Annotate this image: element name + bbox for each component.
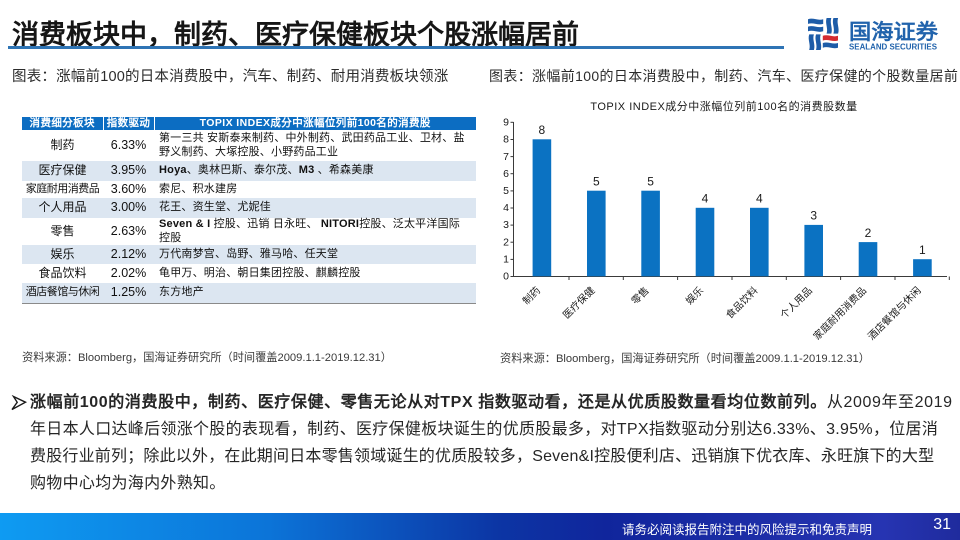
svg-text:酒店餐馆与休闲: 酒店餐馆与休闲: [865, 284, 924, 343]
svg-text:SEALAND SECURITIES: SEALAND SECURITIES: [849, 42, 937, 52]
svg-text:TOPIX INDEX成分中涨幅位列前100名的消费股数量: TOPIX INDEX成分中涨幅位列前100名的消费股数量: [590, 99, 857, 113]
svg-text:国海证券: 国海证券: [849, 20, 939, 44]
svg-text:5: 5: [503, 185, 509, 197]
svg-text:食品饮料: 食品饮料: [723, 284, 760, 321]
svg-text:8: 8: [539, 123, 546, 137]
svg-text:9: 9: [503, 117, 509, 129]
svg-text:2: 2: [865, 226, 872, 240]
svg-text:2: 2: [503, 236, 509, 248]
svg-text:娱乐: 娱乐: [683, 284, 706, 307]
svg-text:4: 4: [756, 192, 763, 206]
svg-text:6: 6: [503, 168, 509, 180]
svg-text:4: 4: [702, 192, 709, 206]
svg-text:零售: 零售: [628, 284, 651, 307]
svg-text:1: 1: [919, 243, 926, 257]
svg-text:家庭耐用消费品: 家庭耐用消费品: [810, 284, 869, 343]
svg-text:医疗保健: 医疗保健: [560, 284, 597, 321]
svg-text:制药: 制药: [520, 284, 543, 307]
svg-text:8: 8: [503, 134, 509, 146]
svg-text:个人用品: 个人用品: [778, 285, 815, 322]
svg-text:5: 5: [647, 175, 654, 189]
svg-text:5: 5: [593, 175, 600, 189]
svg-text:7: 7: [503, 151, 509, 163]
svg-text:0: 0: [503, 271, 509, 283]
svg-text:3: 3: [503, 219, 509, 231]
svg-text:3: 3: [810, 209, 817, 223]
svg-text:1: 1: [503, 253, 509, 265]
svg-text:4: 4: [503, 202, 509, 214]
